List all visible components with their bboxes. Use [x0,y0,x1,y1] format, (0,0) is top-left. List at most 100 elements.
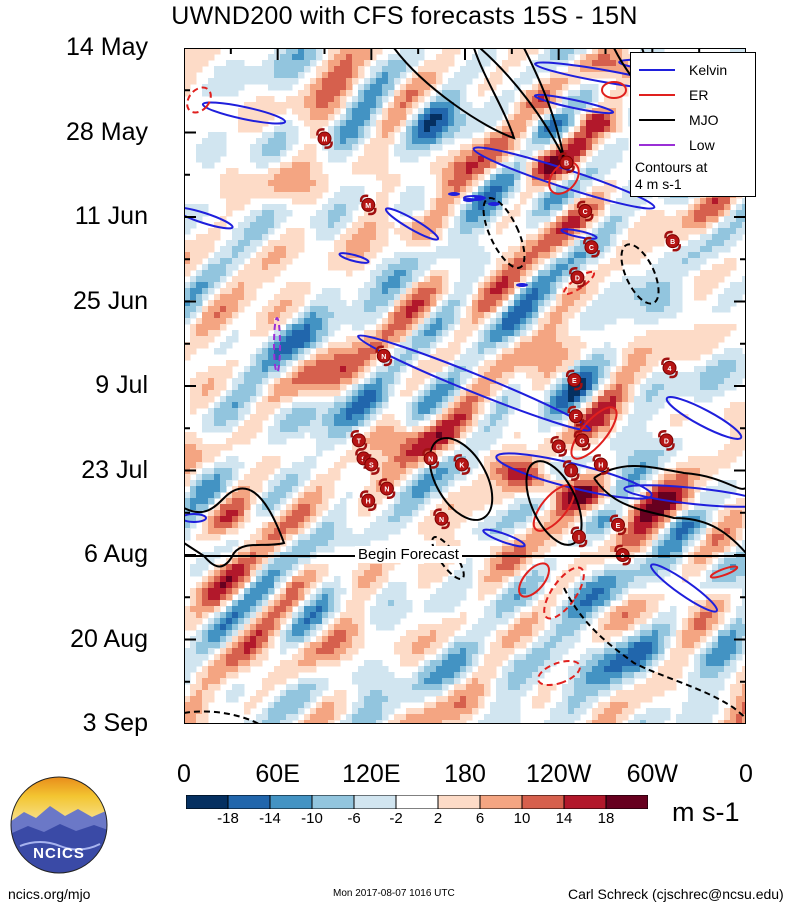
field-cell [538,426,545,433]
field-cell [544,246,551,253]
field-cell [424,150,431,157]
field-cell [670,282,677,289]
field-cell [700,246,707,253]
field-cell [418,48,425,55]
field-cell [292,180,299,187]
field-cell [460,126,467,133]
field-cell [334,318,341,325]
field-cell [376,222,383,229]
field-cell [550,366,557,373]
field-cell [454,180,461,187]
field-cell [376,462,383,469]
field-cell [238,180,245,187]
field-cell [508,300,515,307]
field-cell [196,306,203,313]
field-cell [262,114,269,121]
field-cell [580,168,587,175]
field-cell [610,258,617,265]
field-cell [616,258,623,265]
field-cell [610,354,617,361]
field-cell [484,84,491,91]
field-cell [502,186,509,193]
field-cell [274,462,281,469]
field-cell [334,216,341,223]
field-cell [478,174,485,181]
field-cell [568,384,575,391]
field-cell [574,126,581,133]
field-cell [652,450,659,457]
field-cell [616,396,623,403]
field-cell [322,318,329,325]
field-cell [562,330,569,337]
field-cell [634,426,641,433]
field-cell [658,258,665,265]
field-cell [346,390,353,397]
field-cell [412,402,419,409]
field-cell [214,366,221,373]
field-cell [328,402,335,409]
field-cell [706,372,713,379]
field-cell [298,474,305,481]
field-cell [376,138,383,145]
field-cell [520,126,527,133]
field-cell [544,228,551,235]
field-cell [358,126,365,133]
field-cell [202,204,209,211]
field-cell [244,180,251,187]
field-cell [202,264,209,271]
field-cell [496,270,503,277]
field-cell [442,210,449,217]
field-cell [478,480,485,487]
field-cell [646,366,653,373]
field-cell [364,228,371,235]
field-cell [490,408,497,415]
field-cell [454,228,461,235]
field-cell [700,480,707,487]
field-cell [688,354,695,361]
field-cell [736,222,743,229]
field-cell [382,318,389,325]
field-cell [490,414,497,421]
field-cell [670,228,677,235]
field-cell [508,96,515,103]
field-cell [388,378,395,385]
field-cell [322,60,329,67]
field-cell [460,114,467,121]
field-cell [190,204,197,211]
field-cell [580,264,587,271]
field-cell [322,180,329,187]
field-cell [412,330,419,337]
field-cell [412,54,419,61]
field-cell [454,102,461,109]
field-cell [508,348,515,355]
field-cell [310,420,317,427]
field-cell [562,336,569,343]
field-cell [460,420,467,427]
field-cell [274,192,281,199]
field-cell [568,66,575,73]
field-cell [436,252,443,259]
field-cell [736,414,743,421]
field-cell [214,150,221,157]
field-cell [340,426,347,433]
field-cell [574,420,581,427]
field-cell [346,378,353,385]
field-cell [352,408,359,415]
field-cell [436,294,443,301]
field-cell [196,60,203,67]
field-cell [340,90,347,97]
field-cell [718,210,725,217]
field-cell [496,228,503,235]
field-cell [562,360,569,367]
field-cell [322,210,329,217]
field-cell [232,378,239,385]
field-cell [616,144,623,151]
field-cell [556,72,563,79]
field-cell [616,90,623,97]
field-cell [526,258,533,265]
field-cell [376,234,383,241]
field-cell [382,258,389,265]
field-cell [664,294,671,301]
field-cell [646,222,653,229]
field-cell [544,438,551,445]
